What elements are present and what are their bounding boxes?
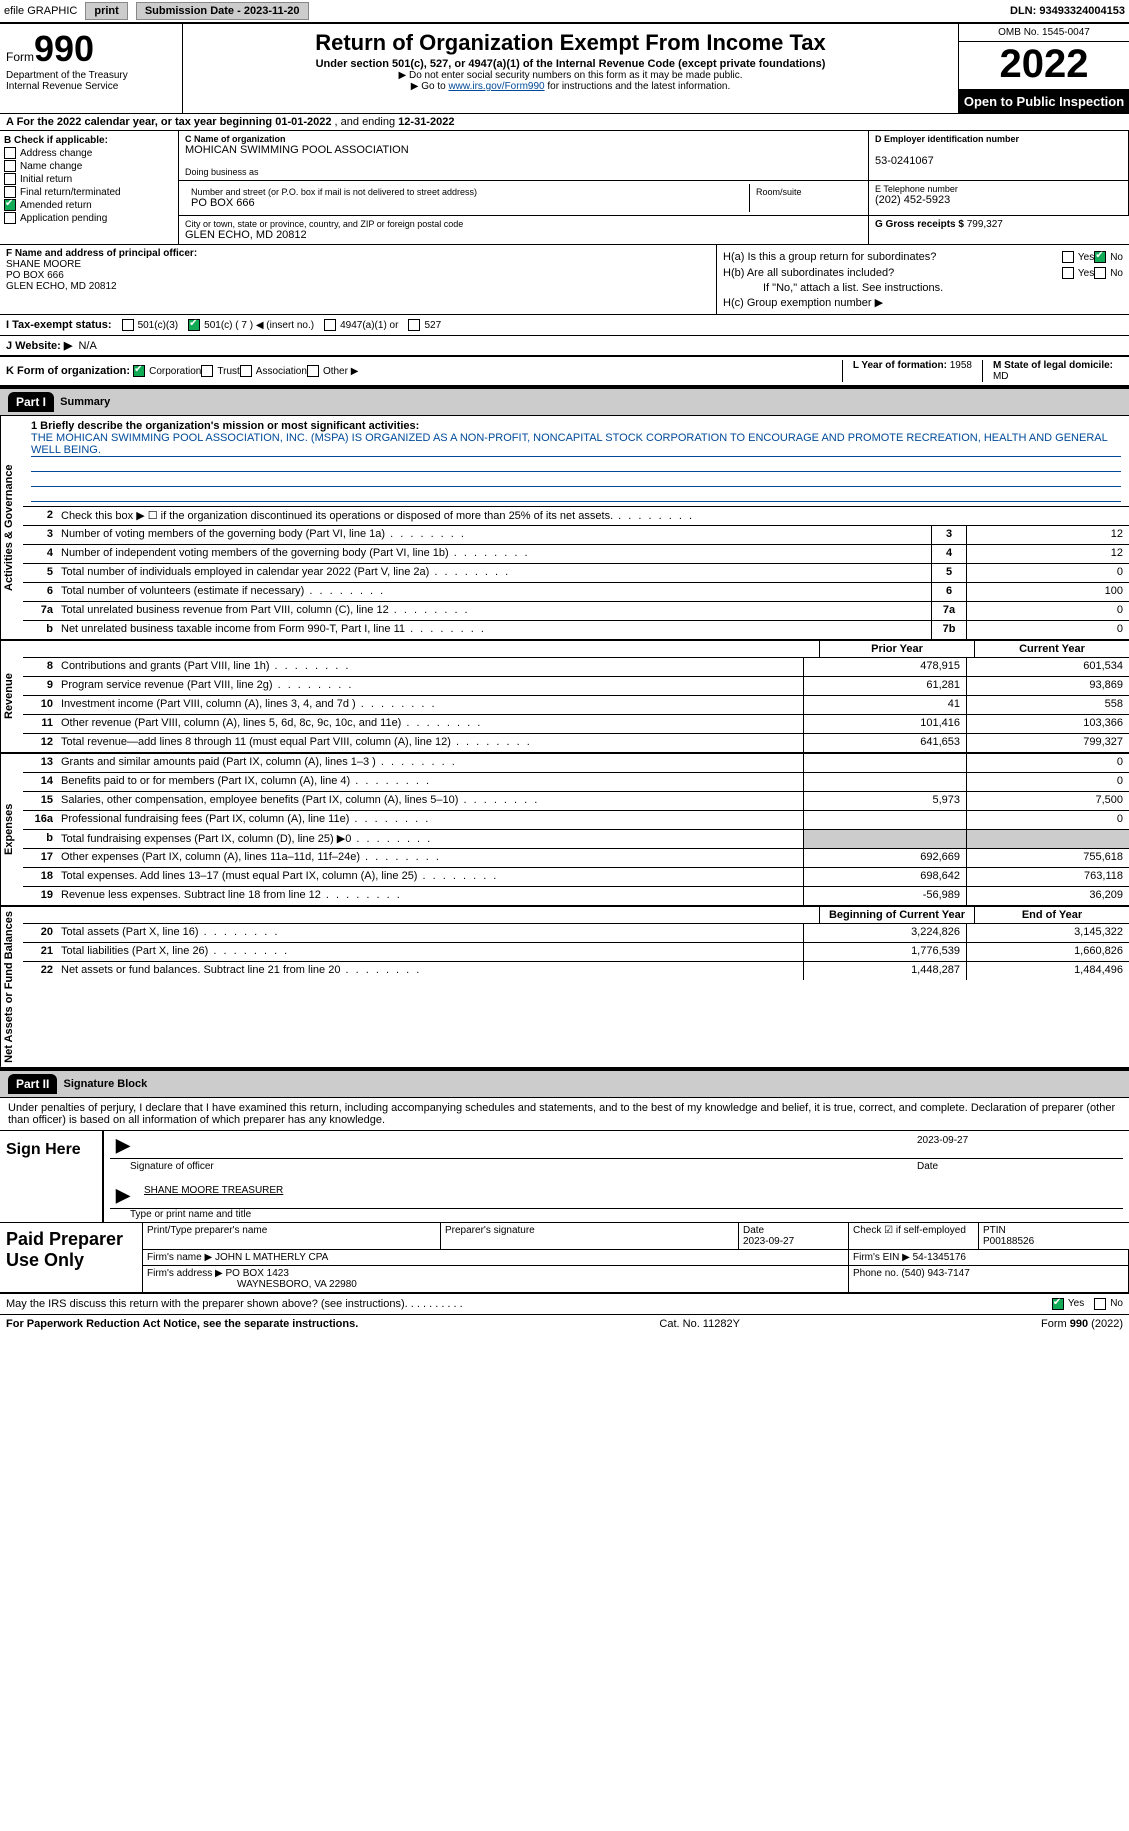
data-row: 10Investment income (Part VIII, column (… <box>23 696 1129 715</box>
block-fh: F Name and address of principal officer:… <box>0 245 1129 315</box>
firm-phone: (540) 943-7147 <box>901 1268 969 1279</box>
mission-text: THE MOHICAN SWIMMING POOL ASSOCIATION, I… <box>31 432 1121 457</box>
section-net-assets: Net Assets or Fund Balances Beginning of… <box>0 907 1129 1069</box>
data-row: 20Total assets (Part X, line 16)3,224,82… <box>23 924 1129 943</box>
data-row: 8Contributions and grants (Part VIII, li… <box>23 658 1129 677</box>
ha-no[interactable]: No <box>1094 251 1123 263</box>
data-row: 14Benefits paid to or for members (Part … <box>23 773 1129 792</box>
website: N/A <box>78 340 96 352</box>
chk-amended-return[interactable]: Amended return <box>4 199 174 211</box>
irs-link[interactable]: www.irs.gov/Form990 <box>448 81 544 92</box>
tax-exempt-status: I Tax-exempt status: 501(c)(3) 501(c) ( … <box>0 315 1129 336</box>
officer-sign-name: SHANE MOORE TREASURER <box>138 1185 1123 1206</box>
submission-date-box: Submission Date - 2023-11-20 <box>136 2 309 20</box>
korg-other[interactable]: Other ▶ <box>307 365 358 377</box>
ptin: P00188526 <box>983 1236 1034 1247</box>
korg-association[interactable]: Association <box>240 365 307 377</box>
header-left: Form990 Department of the Treasury Inter… <box>0 24 183 113</box>
website-row: J Website: ▶ N/A <box>0 336 1129 357</box>
top-bar: efile GRAPHIC print Submission Date - 20… <box>0 0 1129 24</box>
firm-ein: 54-1345176 <box>913 1252 966 1263</box>
signature-intro: Under penalties of perjury, I declare th… <box>0 1098 1129 1131</box>
data-row: 13Grants and similar amounts paid (Part … <box>23 754 1129 773</box>
street-address: PO BOX 666 <box>191 197 743 209</box>
row-a: A For the 2022 calendar year, or tax yea… <box>0 114 1129 131</box>
chk-initial-return[interactable]: Initial return <box>4 173 174 185</box>
ein: 53-0241067 <box>875 155 1122 167</box>
chk-application-pending[interactable]: Application pending <box>4 212 174 224</box>
gov-row: 3Number of voting members of the governi… <box>23 526 1129 545</box>
gov-row: 5Total number of individuals employed in… <box>23 564 1129 583</box>
page-footer: For Paperwork Reduction Act Notice, see … <box>0 1315 1129 1333</box>
arrow-icon: ▶ <box>110 1185 138 1206</box>
hb-yes[interactable]: Yes <box>1062 267 1094 279</box>
gov-row: 4Number of independent voting members of… <box>23 545 1129 564</box>
arrow-icon: ▶ <box>110 1135 138 1156</box>
section-governance: Activities & Governance 1 Briefly descri… <box>0 416 1129 641</box>
status-527[interactable]: 527 <box>408 319 441 331</box>
sign-here-block: Sign Here ▶ 2023-09-27 Signature of offi… <box>0 1131 1129 1223</box>
header-mid: Return of Organization Exempt From Incom… <box>183 24 958 113</box>
gov-row: 7aTotal unrelated business revenue from … <box>23 602 1129 621</box>
firm-name: JOHN L MATHERLY CPA <box>215 1252 328 1263</box>
netassets-header: Beginning of Current Year End of Year <box>23 907 1129 924</box>
section-revenue: Revenue Prior Year Current Year 8Contrib… <box>0 641 1129 754</box>
gov-row: 2Check this box ▶ ☐ if the organization … <box>23 507 1129 526</box>
revenue-header: Prior Year Current Year <box>23 641 1129 658</box>
form-header: Form990 Department of the Treasury Inter… <box>0 24 1129 114</box>
data-row: 18Total expenses. Add lines 13–17 (must … <box>23 868 1129 887</box>
mission: 1 Briefly describe the organization's mi… <box>23 416 1129 507</box>
part2-header: Part II Signature Block <box>0 1069 1129 1098</box>
col-f: F Name and address of principal officer:… <box>0 245 717 314</box>
col-b: B Check if applicable: Address change Na… <box>0 131 179 244</box>
self-employed-check[interactable]: Check ☑ if self-employed <box>849 1223 979 1250</box>
telephone: (202) 452-5923 <box>875 194 1122 206</box>
form-title: Return of Organization Exempt From Incom… <box>191 30 950 56</box>
print-button[interactable]: print <box>85 2 127 20</box>
section-expenses: Expenses 13Grants and similar amounts pa… <box>0 754 1129 907</box>
part1-header: Part I Summary <box>0 387 1129 416</box>
officer-name: SHANE MOORE <box>6 259 81 270</box>
year-formation: 1958 <box>950 360 972 371</box>
data-row: 21Total liabilities (Part X, line 26)1,7… <box>23 943 1129 962</box>
korg-row: K Form of organization: Corporation Trus… <box>0 357 1129 387</box>
header-right: OMB No. 1545-0047 2022 Open to Public In… <box>958 24 1129 113</box>
discuss-no[interactable]: No <box>1094 1298 1123 1310</box>
data-row: 19Revenue less expenses. Subtract line 1… <box>23 887 1129 905</box>
state-domicile: MD <box>993 371 1009 382</box>
data-row: 11Other revenue (Part VIII, column (A), … <box>23 715 1129 734</box>
korg-corporation[interactable]: Corporation <box>133 365 201 377</box>
discuss-yes[interactable]: Yes <box>1052 1298 1084 1310</box>
ha-yes[interactable]: Yes <box>1062 251 1094 263</box>
gross-receipts: 799,327 <box>967 219 1003 230</box>
chk-address-change[interactable]: Address change <box>4 147 174 159</box>
gov-row: 6Total number of volunteers (estimate if… <box>23 583 1129 602</box>
chk-final-return[interactable]: Final return/terminated <box>4 186 174 198</box>
org-name: MOHICAN SWIMMING POOL ASSOCIATION <box>185 144 862 156</box>
discuss-row: May the IRS discuss this return with the… <box>0 1294 1129 1315</box>
col-h: H(a) Is this a group return for subordin… <box>717 245 1129 314</box>
korg-trust[interactable]: Trust <box>201 365 239 377</box>
status-501c3[interactable]: 501(c)(3) <box>122 319 179 331</box>
gov-row: bNet unrelated business taxable income f… <box>23 621 1129 639</box>
data-row: 17Other expenses (Part IX, column (A), l… <box>23 849 1129 868</box>
data-row: 22Net assets or fund balances. Subtract … <box>23 962 1129 980</box>
data-row: 15Salaries, other compensation, employee… <box>23 792 1129 811</box>
data-row: 9Program service revenue (Part VIII, lin… <box>23 677 1129 696</box>
paid-preparer-block: Paid Preparer Use Only Print/Type prepar… <box>0 1223 1129 1294</box>
dln: DLN: 93493324004153 <box>1010 5 1125 17</box>
data-row: bTotal fundraising expenses (Part IX, co… <box>23 830 1129 849</box>
chk-name-change[interactable]: Name change <box>4 160 174 172</box>
hb-no[interactable]: No <box>1094 267 1123 279</box>
city-state-zip: GLEN ECHO, MD 20812 <box>185 229 862 241</box>
sign-date: 2023-09-27 <box>911 1135 1123 1156</box>
data-row: 12Total revenue—add lines 8 through 11 (… <box>23 734 1129 752</box>
block-bcdeg: B Check if applicable: Address change Na… <box>0 131 1129 245</box>
data-row: 16aProfessional fundraising fees (Part I… <box>23 811 1129 830</box>
status-4947[interactable]: 4947(a)(1) or <box>324 319 398 331</box>
col-c: C Name of organization MOHICAN SWIMMING … <box>179 131 1129 244</box>
efile-label: efile GRAPHIC <box>4 5 77 17</box>
status-501c[interactable]: 501(c) ( 7 ) ◀ (insert no.) <box>188 319 314 331</box>
